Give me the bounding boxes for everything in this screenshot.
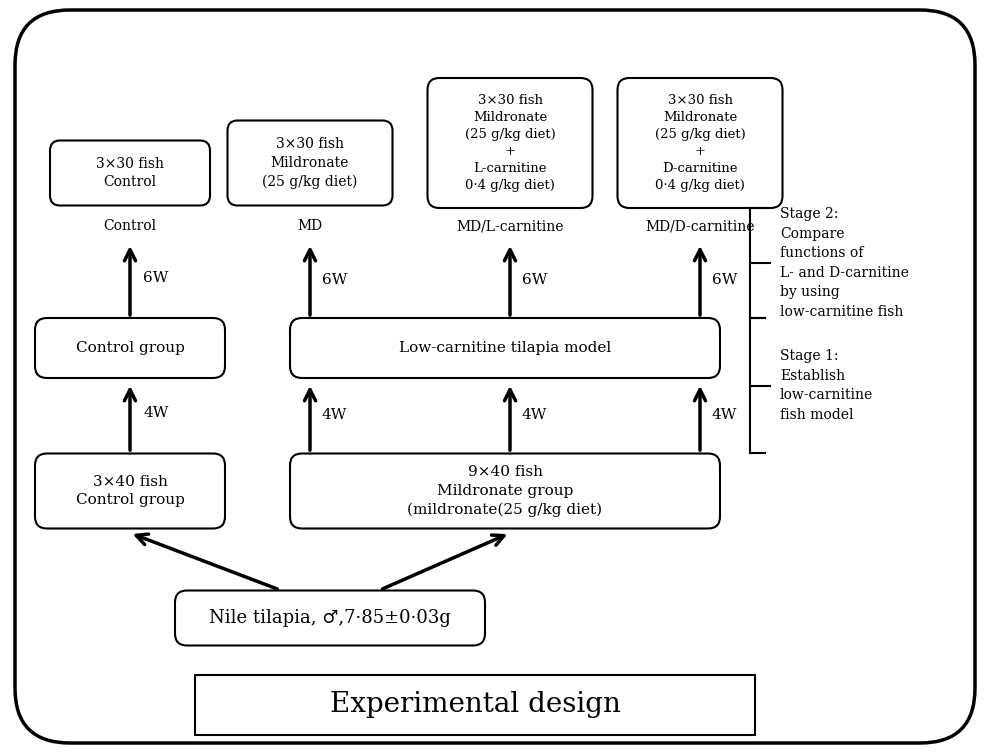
Text: Control: Control [103, 219, 157, 233]
FancyBboxPatch shape [290, 453, 720, 529]
Text: 3×30 fish
Mildronate
(25 g/kg diet)
+
L-carnitine
0·4 g/kg diet): 3×30 fish Mildronate (25 g/kg diet) + L-… [465, 94, 555, 192]
FancyBboxPatch shape [175, 590, 485, 645]
Text: 3×30 fish
Control: 3×30 fish Control [96, 157, 164, 189]
Text: 6W: 6W [522, 273, 547, 287]
Text: 3×30 fish
Mildronate
(25 g/kg diet): 3×30 fish Mildronate (25 g/kg diet) [262, 137, 358, 189]
FancyBboxPatch shape [618, 78, 782, 208]
Text: MD: MD [297, 219, 323, 233]
Text: 4W: 4W [522, 408, 547, 422]
Text: MD/D-carnitine: MD/D-carnitine [645, 219, 755, 233]
FancyBboxPatch shape [228, 120, 392, 206]
Text: Nile tilapia, ♂,7·85±0·03g: Nile tilapia, ♂,7·85±0·03g [209, 609, 451, 627]
FancyBboxPatch shape [35, 318, 225, 378]
Text: 6W: 6W [712, 273, 737, 287]
Text: 4W: 4W [712, 408, 737, 422]
Text: 4W: 4W [322, 408, 347, 422]
FancyBboxPatch shape [50, 141, 210, 206]
Text: 6W: 6W [322, 273, 347, 287]
Text: Stage 2:
Compare
functions of
L- and D-carnitine
by using
low-carnitine fish: Stage 2: Compare functions of L- and D-c… [780, 207, 909, 319]
FancyBboxPatch shape [35, 453, 225, 529]
FancyBboxPatch shape [195, 675, 755, 735]
FancyBboxPatch shape [290, 318, 720, 378]
FancyBboxPatch shape [15, 10, 975, 743]
Text: MD/L-carnitine: MD/L-carnitine [456, 219, 564, 233]
FancyBboxPatch shape [428, 78, 592, 208]
Text: 3×40 fish
Control group: 3×40 fish Control group [76, 475, 184, 508]
Text: Experimental design: Experimental design [330, 691, 620, 718]
Text: Stage 1:
Establish
low-carnitine
fish model: Stage 1: Establish low-carnitine fish mo… [780, 349, 873, 422]
Text: 3×30 fish
Mildronate
(25 g/kg diet)
+
D-carnitine
0·4 g/kg diet): 3×30 fish Mildronate (25 g/kg diet) + D-… [655, 94, 745, 192]
Text: 6W: 6W [143, 271, 168, 285]
Text: 9×40 fish
Mildronate group
(mildronate(25 g/kg diet): 9×40 fish Mildronate group (mildronate(2… [407, 465, 603, 517]
Text: Control group: Control group [76, 341, 184, 355]
Text: Low-carnitine tilapia model: Low-carnitine tilapia model [399, 341, 611, 355]
Text: 4W: 4W [143, 406, 168, 420]
